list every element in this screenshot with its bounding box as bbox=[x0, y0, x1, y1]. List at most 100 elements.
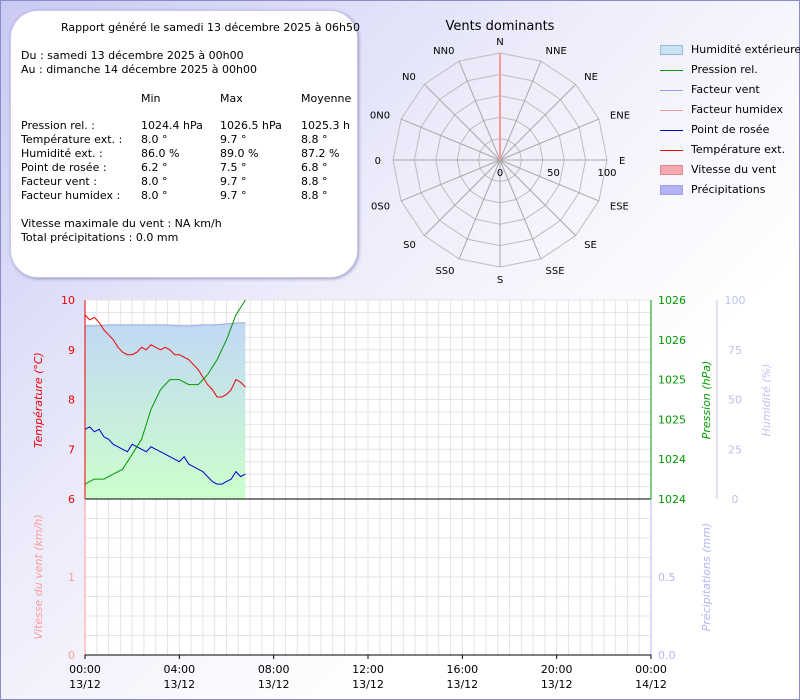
wind-rose-spoke bbox=[458, 60, 501, 161]
wind-direction-label: E bbox=[619, 156, 625, 167]
pressure-tick-label: 1026 bbox=[658, 334, 686, 347]
row-label: Point de rosée : bbox=[21, 161, 107, 174]
legend-label: Humidité extérieure bbox=[691, 43, 800, 56]
report-summary-panel: Rapport généré le samedi 13 décembre 202… bbox=[10, 10, 360, 278]
row-avg: 8.8 ° bbox=[301, 175, 328, 188]
time-tick-label: 08:00 bbox=[258, 663, 290, 676]
humidity-tick-label: 25 bbox=[728, 443, 742, 456]
humidity-tick-label: 75 bbox=[728, 344, 742, 357]
pressure-tick-label: 1025 bbox=[658, 413, 686, 426]
temperature-tick-label: 6 bbox=[68, 493, 75, 506]
row-min: 1024.4 hPa bbox=[141, 119, 203, 132]
wind-rose-spoke bbox=[423, 159, 501, 237]
wind-rose-chart: Vents dominants N NNE NE ENE E ESE SE SSE S SS0 S0 0… bbox=[370, 19, 630, 286]
column-header-min: Min bbox=[141, 92, 161, 105]
column-header-avg: Moyenne bbox=[301, 92, 352, 105]
max-wind-speed: Vitesse maximale du vent : NA km/h bbox=[21, 217, 222, 230]
wind-direction-label: S0 bbox=[403, 240, 416, 251]
date-tick-label: 13/12 bbox=[69, 678, 101, 691]
wind-direction-label: ENE bbox=[610, 111, 630, 122]
wind-direction-label: 0S0 bbox=[371, 202, 390, 213]
legend-swatch bbox=[660, 70, 683, 71]
wind-tick-label: 1 bbox=[68, 571, 75, 584]
humidity-tick-label: 100 bbox=[725, 294, 746, 307]
pressure-tick-label: 1024 bbox=[658, 453, 686, 466]
pressure-tick-label: 1024 bbox=[658, 493, 686, 506]
wind-rose-tick-label: 0 bbox=[497, 168, 503, 179]
legend-label: Pression rel. bbox=[691, 63, 758, 76]
row-max: 7.5 ° bbox=[220, 161, 247, 174]
legend-swatch bbox=[660, 185, 683, 195]
time-tick-label: 00:00 bbox=[69, 663, 101, 676]
temperature-tick-label: 7 bbox=[68, 443, 75, 456]
row-label: Humidité ext. : bbox=[21, 147, 103, 160]
wind-direction-label: SS0 bbox=[435, 266, 454, 277]
legend-swatch bbox=[660, 90, 683, 91]
time-tick-label: 04:00 bbox=[163, 663, 195, 676]
row-label: Facteur vent : bbox=[21, 175, 97, 188]
wind-direction-label: SE bbox=[584, 240, 597, 251]
row-min: 8.0 ° bbox=[141, 175, 168, 188]
row-max: 9.7 ° bbox=[220, 175, 247, 188]
humidity-axis-title: Humidité (%) bbox=[760, 364, 773, 437]
row-min: 8.0 ° bbox=[141, 133, 168, 146]
legend-swatch bbox=[660, 130, 683, 131]
legend-label: Point de rosée bbox=[691, 123, 770, 136]
wind-direction-label: ESE bbox=[610, 202, 629, 213]
row-min: 8.0 ° bbox=[141, 189, 168, 202]
row-label: Pression rel. : bbox=[21, 119, 96, 132]
legend-swatch bbox=[660, 110, 683, 111]
temperature-tick-label: 8 bbox=[68, 394, 75, 407]
rain-axis-title: Précipitations (mm) bbox=[700, 523, 713, 631]
row-max: 89.0 % bbox=[220, 147, 259, 160]
time-tick-label: 00:00 bbox=[635, 663, 667, 676]
wind-direction-label: 0 bbox=[375, 156, 381, 167]
date-tick-label: 13/12 bbox=[163, 678, 195, 691]
row-min: 86.0 % bbox=[141, 147, 180, 160]
time-tick-label: 16:00 bbox=[446, 663, 478, 676]
wind-axis-title: Vitesse du vent (km/h) bbox=[32, 514, 45, 639]
wind-rose-spoke bbox=[499, 159, 600, 202]
date-tick-label: 13/12 bbox=[258, 678, 290, 691]
humidity-area bbox=[85, 322, 246, 499]
wind-rose-tick-label: 50 bbox=[547, 168, 560, 179]
wind-direction-label: N0 bbox=[402, 72, 416, 83]
wind-rose-title: Vents dominants bbox=[446, 19, 555, 34]
date-tick-label: 14/12 bbox=[635, 678, 667, 691]
legend-label: Vitesse du vent bbox=[691, 163, 777, 176]
wind-tick-label: 0 bbox=[68, 649, 75, 662]
rain-tick-label: 0.5 bbox=[658, 571, 676, 584]
wind-direction-label: SSE bbox=[546, 266, 565, 277]
date-tick-label: 13/12 bbox=[541, 678, 573, 691]
humidity-tick-label: 0 bbox=[732, 493, 739, 506]
series-line-pressure bbox=[84, 299, 246, 485]
total-precipitation: Total précipitations : 0.0 mm bbox=[21, 231, 179, 244]
report-to-date: Au : dimanche 14 décembre 2025 à 00h00 bbox=[21, 63, 257, 76]
row-avg: 8.8 ° bbox=[301, 189, 328, 202]
date-tick-label: 13/12 bbox=[352, 678, 384, 691]
wind-direction-label: N bbox=[496, 37, 503, 48]
legend-label: Température ext. bbox=[691, 143, 786, 156]
row-max: 9.7 ° bbox=[220, 133, 247, 146]
wind-direction-label: 0N0 bbox=[370, 111, 390, 122]
temperature-tick-label: 10 bbox=[61, 294, 75, 307]
column-header-max: Max bbox=[220, 92, 243, 105]
legend-swatch bbox=[660, 165, 683, 175]
time-tick-label: 12:00 bbox=[352, 663, 384, 676]
wind-rose-spoke bbox=[400, 118, 501, 161]
legend-label: Précipitations bbox=[691, 183, 766, 196]
pressure-tick-label: 1026 bbox=[658, 294, 686, 307]
temperature-axis-title: Température (°C) bbox=[32, 352, 45, 448]
pressure-tick-label: 1025 bbox=[658, 374, 686, 387]
temperature-tick-label: 9 bbox=[68, 344, 75, 357]
row-avg: 87.2 % bbox=[301, 147, 340, 160]
series-line-temperature bbox=[84, 426, 246, 485]
legend-label: Facteur humidex bbox=[691, 103, 783, 116]
series-line-temperature bbox=[84, 314, 246, 398]
wind-direction-label: NN0 bbox=[433, 46, 454, 57]
row-max: 9.7 ° bbox=[220, 189, 247, 202]
legend-swatch bbox=[660, 150, 683, 151]
date-tick-label: 13/12 bbox=[446, 678, 478, 691]
wind-rose-spoke bbox=[499, 159, 542, 260]
